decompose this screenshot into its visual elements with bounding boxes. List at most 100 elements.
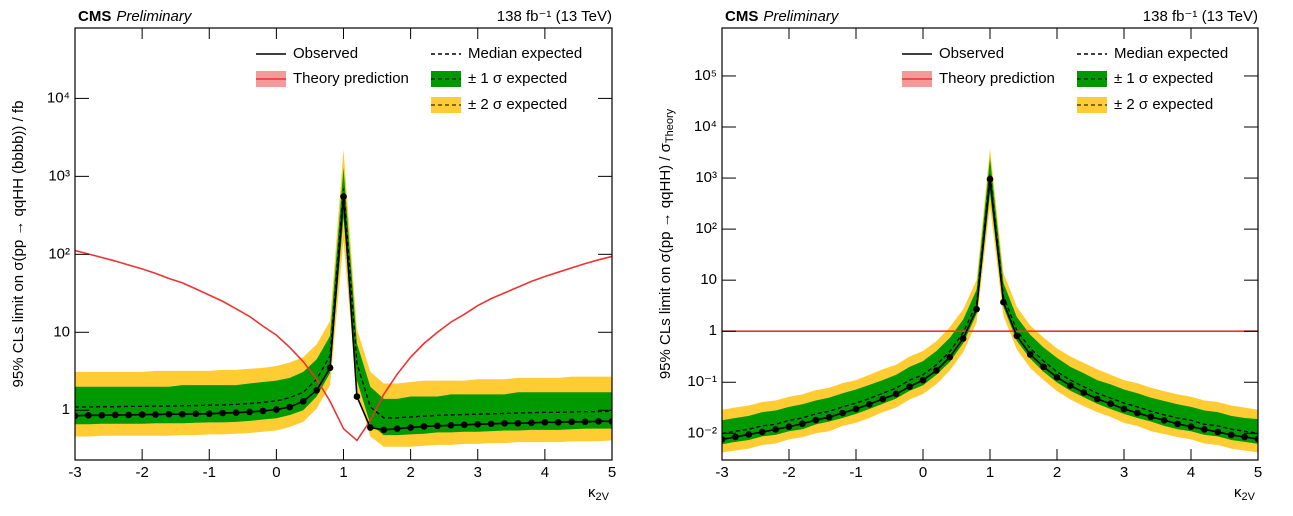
legend-item: ± 2 σ expected: [1077, 96, 1213, 113]
x-tick-label: -1: [849, 464, 862, 481]
point: [879, 395, 887, 403]
point: [179, 410, 186, 418]
y-tick-label: 10⁵: [694, 67, 717, 84]
legend-item: ± 1 σ expected: [1077, 70, 1213, 87]
y-axis-label-main: 95% CLs limit on σ(pp → qqHH (bbbb)) / f…: [10, 101, 27, 388]
point: [1107, 400, 1114, 408]
point: [447, 422, 455, 429]
point: [541, 419, 549, 426]
point: [1026, 351, 1034, 358]
point: [1254, 435, 1258, 443]
point: [799, 420, 806, 428]
point: [273, 406, 280, 413]
point: [812, 416, 820, 424]
legend-item: Median expected: [1077, 45, 1228, 62]
point: [407, 424, 414, 431]
legend-label: Observed: [939, 45, 1004, 62]
point: [722, 436, 726, 443]
point: [1000, 298, 1007, 306]
point: [1013, 332, 1021, 340]
point: [313, 387, 320, 394]
point: [85, 412, 92, 419]
header: CMS Preliminary: [78, 8, 193, 25]
x-axis-label-sub: 2V: [1242, 491, 1256, 503]
point: [1147, 413, 1155, 421]
x-tick-label: -3: [68, 464, 81, 481]
point: [1201, 426, 1208, 433]
x-tick-label: 1: [986, 464, 994, 481]
band: [75, 149, 612, 447]
series-line: [75, 188, 612, 419]
x-tick-label: 2: [1053, 464, 1061, 481]
point: [933, 367, 940, 374]
point: [487, 420, 495, 428]
y-axis-label-main: 95% CLs limit on σ(pp → qqHH) / σ: [657, 142, 674, 379]
y-tick-label: 10²: [48, 245, 70, 262]
point: [353, 393, 361, 400]
lumi: 138 fb⁻¹ (13 TeV): [1143, 8, 1258, 25]
legend-label: ± 2 σ expected: [468, 96, 567, 113]
point: [219, 409, 226, 417]
legend-label: ± 2 σ expected: [1114, 96, 1213, 113]
point: [1160, 416, 1168, 424]
spacer: Preliminary: [763, 8, 840, 25]
lumi: 138 fb⁻¹ (13 TeV): [497, 8, 612, 25]
point: [192, 410, 200, 418]
band: [722, 157, 1258, 445]
y-axis-label: 95% CLs limit on σ(pp → qqHH (bbbb)) / f…: [10, 101, 27, 388]
x-tick-label: 4: [541, 464, 549, 481]
x-tick-label: -1: [203, 464, 216, 481]
y-tick-label: 10⁴: [47, 89, 70, 106]
y-tick-label: 10²: [695, 220, 717, 237]
x-tick-label: -2: [135, 464, 148, 481]
point: [825, 413, 833, 421]
legend-label: Observed: [293, 45, 358, 62]
point: [420, 423, 428, 430]
point: [461, 421, 468, 429]
y-tick-label: 10⁻¹: [687, 373, 717, 390]
x-axis-label-sub: 2V: [596, 491, 610, 503]
x-tick-label: 4: [1187, 464, 1195, 481]
point: [98, 412, 106, 419]
x-tick-label: 2: [406, 464, 414, 481]
experiment: CMS: [725, 8, 758, 25]
point: [286, 403, 294, 411]
legend-item: ± 2 σ expected: [431, 96, 567, 113]
point: [299, 398, 307, 405]
point: [111, 411, 119, 419]
x-axis-label-main: κ: [588, 484, 596, 501]
point: [393, 425, 401, 432]
y-tick-label: 1: [709, 322, 717, 339]
point: [340, 193, 347, 200]
y-tick-label: 1: [62, 401, 70, 418]
x-tick-label: -2: [782, 464, 795, 481]
point: [514, 419, 522, 427]
x-tick-label: 5: [1254, 464, 1262, 481]
legend-item: Median expected: [431, 45, 582, 62]
x-tick-label: 3: [474, 464, 482, 481]
legend-item: Theory prediction: [256, 70, 409, 87]
point: [919, 376, 927, 384]
point: [528, 419, 535, 427]
point: [1241, 433, 1248, 441]
point: [259, 407, 267, 415]
legend-item: Theory prediction: [902, 70, 1055, 87]
point: [1134, 409, 1141, 417]
legend-item: ± 1 σ expected: [431, 70, 567, 87]
legend-label: Theory prediction: [293, 70, 409, 87]
point: [434, 422, 441, 430]
point: [75, 412, 79, 420]
panel: -3 -2 -1 0 1 2 3 4 5 10⁻² 10⁻¹ 1 10 10² 10³ 10⁴ 10⁵ CMS Pr…: [657, 8, 1262, 503]
point: [555, 419, 562, 426]
point: [165, 410, 173, 418]
x-tick-label: 0: [272, 464, 280, 481]
point: [138, 411, 146, 418]
x-axis-label: κ2V: [1234, 484, 1256, 503]
point: [367, 424, 374, 431]
x-axis-label: κ2V: [588, 484, 610, 503]
point: [1080, 389, 1088, 396]
point: [959, 335, 967, 342]
point: [785, 423, 793, 430]
point: [906, 383, 913, 390]
